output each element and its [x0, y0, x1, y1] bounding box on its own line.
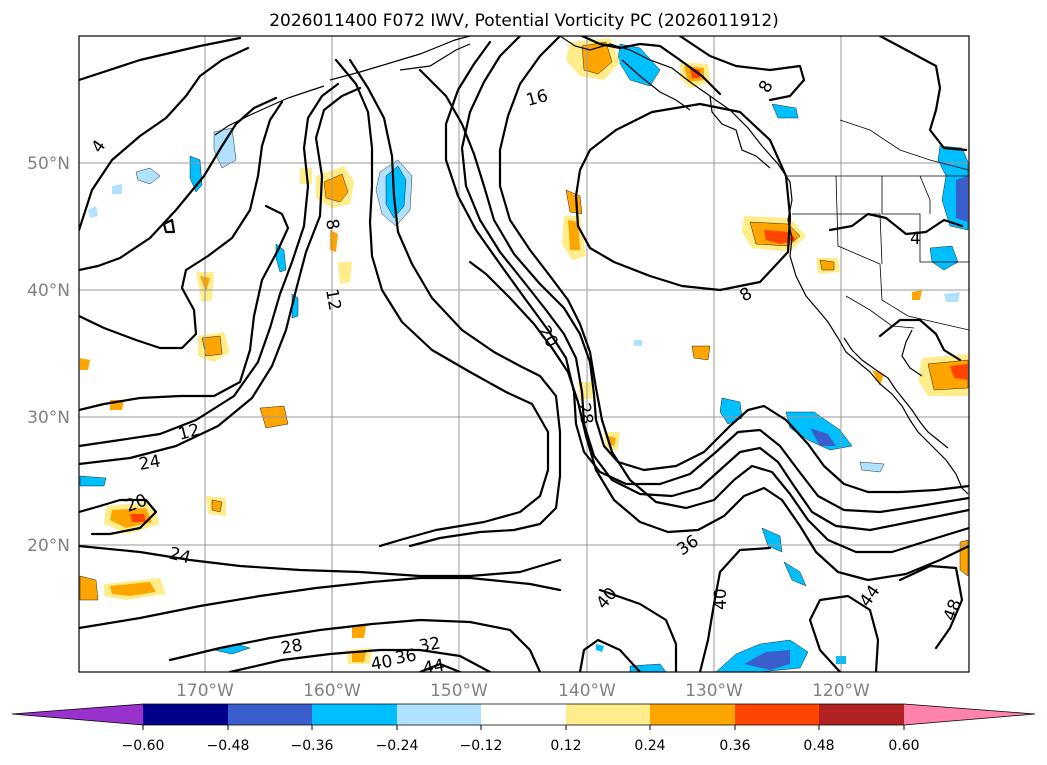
latitude-labels: 50°N 40°N 30°N 20°N — [27, 154, 70, 556]
colorbar-tick-label: 0.60 — [888, 738, 919, 754]
lat-lon-grid — [79, 36, 969, 672]
colorbar-segment — [312, 704, 397, 725]
lon-label: 140°W — [558, 681, 616, 701]
map-panel: 4 4 8 8 8 12 12 16 20 20 24 24 28 28 32 … — [78, 35, 970, 678]
political-borders — [786, 119, 969, 331]
colorbar-segment — [143, 704, 228, 725]
colorbar-extend-low — [12, 704, 143, 725]
longitude-labels: 170°W 160°W 150°W 140°W 130°W 120°W — [176, 681, 870, 701]
colorbar-tick-label: −0.36 — [291, 738, 334, 754]
contour-labels: 4 4 8 8 8 12 12 16 20 20 24 24 28 28 32 … — [88, 77, 966, 678]
colorbar-tick-label: −0.12 — [460, 738, 503, 754]
colorbar-extend-high — [904, 704, 1035, 725]
lat-label: 30°N — [27, 408, 70, 428]
colorbar-tick-label: 0.36 — [719, 738, 750, 754]
colorbar-tick-label: −0.48 — [207, 738, 250, 754]
colorbar-segment — [819, 704, 904, 725]
colorbar-tick-label: 0.48 — [803, 738, 834, 754]
colorbar: −0.60 −0.48 −0.36 −0.24 −0.12 0.12 0.24 … — [11, 703, 1036, 754]
iwv-contours — [79, 36, 969, 672]
lat-label: 40°N — [27, 281, 70, 301]
colorbar-tick-label: 0.24 — [634, 738, 665, 754]
lon-label: 150°W — [430, 681, 488, 701]
colorbar-tick-label: −0.60 — [122, 738, 165, 754]
colorbar-ticks — [142, 725, 905, 730]
colorbar-segment — [481, 704, 566, 725]
contour-label: 12 — [321, 287, 344, 312]
lon-label: 160°W — [303, 681, 361, 701]
figure-title: 2026011400 F072 IWV, Potential Vorticity… — [269, 11, 779, 31]
colorbar-segment — [650, 704, 735, 725]
contour-label: 24 — [137, 451, 162, 474]
colorbar-segment — [566, 704, 650, 725]
colorbar-tick-label: −0.24 — [376, 738, 419, 754]
contour-label: 28 — [279, 635, 304, 658]
contour-label: 32 — [417, 633, 442, 656]
contour-label: 36 — [393, 645, 418, 668]
contour-label: 4 — [910, 229, 921, 249]
contour-label: 44 — [421, 655, 446, 678]
pv-shading — [79, 38, 969, 672]
colorbar-segment — [397, 704, 481, 725]
colorbar-tick-labels: −0.60 −0.48 −0.36 −0.24 −0.12 0.12 0.24 … — [122, 738, 920, 754]
colorbar-segment — [735, 704, 819, 725]
lat-label: 50°N — [27, 154, 70, 174]
contour-label: 40 — [711, 588, 731, 610]
contour-label: 40 — [369, 651, 394, 674]
map-frame — [78, 35, 970, 673]
lat-label: 20°N — [27, 536, 70, 556]
lon-label: 120°W — [812, 681, 870, 701]
coastlines — [214, 36, 969, 495]
lon-label: 130°W — [685, 681, 743, 701]
contour-label: 8 — [321, 217, 343, 231]
contour-label: 28 — [573, 401, 596, 426]
pv-negative-areas — [79, 43, 969, 672]
lon-label: 170°W — [176, 681, 234, 701]
pv-positive-areas — [79, 38, 969, 664]
colorbar-tick-label: 0.12 — [550, 738, 581, 754]
colorbar-segment — [228, 704, 312, 725]
